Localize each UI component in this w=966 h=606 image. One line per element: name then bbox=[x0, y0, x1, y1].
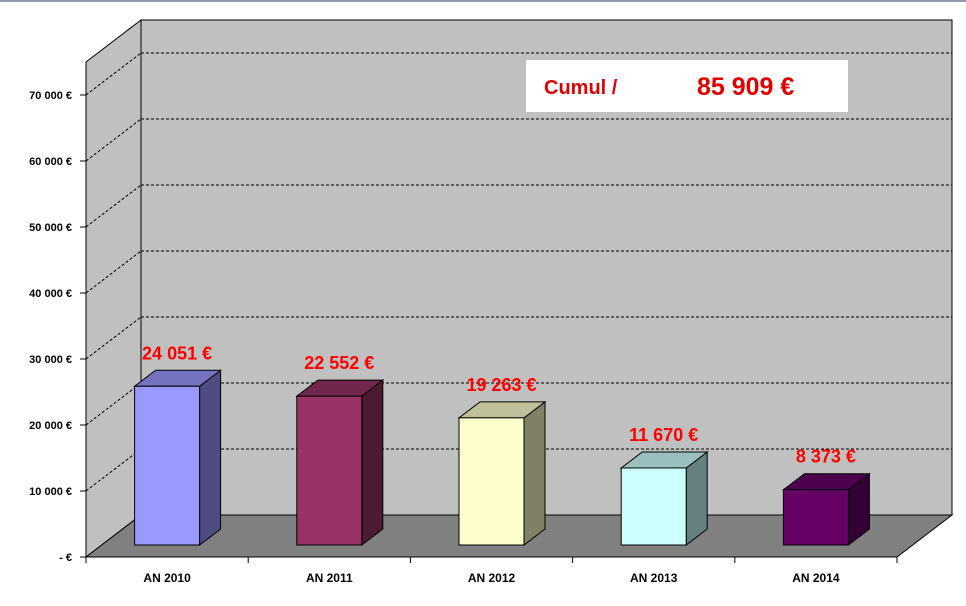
bar-side bbox=[199, 369, 222, 547]
x-tick-label: AN 2013 bbox=[630, 571, 678, 585]
bar-front bbox=[782, 489, 849, 546]
data-labels: 24 051 € 22 552 € 19 263 € 11 670 € 8 373 € bbox=[142, 343, 856, 466]
gridlines bbox=[85, 19, 952, 492]
bar-an-2014 bbox=[781, 472, 871, 547]
gridline-side bbox=[85, 52, 142, 96]
bar-side bbox=[523, 400, 546, 547]
data-label: 19 263 € bbox=[466, 375, 536, 395]
data-label: 8 373 € bbox=[796, 447, 856, 467]
data-label: 11 670 € bbox=[629, 425, 698, 445]
x-axis: AN 2010 AN 2011 AN 2012 AN 2013 AN 2014 bbox=[85, 556, 898, 585]
cumul-label: Cumul / bbox=[544, 77, 618, 99]
x-tick-label: AN 2010 bbox=[143, 571, 191, 585]
gridline-side bbox=[85, 250, 142, 294]
bar-side bbox=[361, 379, 384, 547]
data-label: 24 051 € bbox=[142, 343, 212, 363]
cumul-box-background bbox=[526, 60, 848, 112]
cumul-value: 85 909 € bbox=[697, 73, 794, 101]
gridline-side bbox=[85, 184, 142, 228]
y-tick-label: 50 000 € bbox=[29, 222, 72, 234]
y-tick-label: 70 000 € bbox=[29, 90, 72, 102]
y-tick-label: 10 000 € bbox=[29, 486, 72, 498]
x-tick-label: AN 2014 bbox=[792, 571, 840, 585]
bar-an-2012 bbox=[457, 400, 547, 547]
x-tick-label: AN 2012 bbox=[468, 571, 516, 585]
bar-front bbox=[134, 385, 201, 546]
data-label: 22 552 € bbox=[304, 353, 374, 373]
bar-an-2013 bbox=[619, 450, 709, 547]
window-top-border bbox=[0, 0, 966, 2]
bar-an-2011 bbox=[295, 379, 385, 547]
side-wall bbox=[85, 18, 142, 559]
bar-front bbox=[458, 417, 525, 546]
bars bbox=[133, 369, 871, 547]
bar-front bbox=[620, 467, 687, 546]
y-tick-label: - € bbox=[59, 552, 72, 564]
y-tick-label: 60 000 € bbox=[29, 156, 72, 168]
y-tick-label: 30 000 € bbox=[29, 354, 72, 366]
x-tick-label: AN 2011 bbox=[306, 571, 353, 585]
y-tick-label: 20 000 € bbox=[29, 420, 72, 432]
y-tick-label: 40 000 € bbox=[29, 288, 72, 300]
gridline-side bbox=[85, 316, 142, 360]
gridline-side bbox=[85, 448, 142, 492]
bar-front bbox=[296, 395, 363, 546]
gridline-side bbox=[85, 118, 142, 162]
y-axis: - € 10 000 € 20 000 € 30 000 € 40 000 € 50 00… bbox=[29, 62, 87, 564]
gridline-side bbox=[85, 382, 142, 426]
bar-an-2010 bbox=[133, 369, 223, 547]
cumul-box: Cumul / 85 909 € bbox=[526, 60, 848, 112]
